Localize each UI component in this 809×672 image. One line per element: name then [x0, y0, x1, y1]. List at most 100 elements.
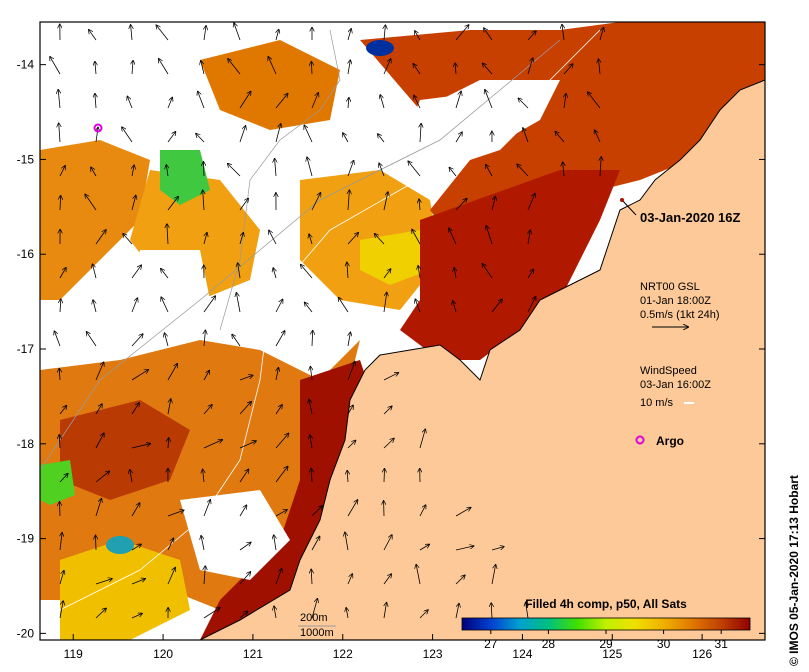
y-tick-label: -19: [17, 532, 35, 546]
wind-arrow: [600, 157, 601, 177]
wind-arrow: [131, 25, 132, 41]
wind-arrow: [96, 128, 98, 143]
wind-arrow: [378, 134, 385, 143]
wind-arrow: [384, 25, 385, 41]
wind-arrow: [275, 331, 285, 347]
wind-arrow: [159, 59, 169, 75]
cloud-gap-4: [40, 40, 200, 140]
wind-arrow: [564, 94, 566, 109]
wind-arrow: [228, 164, 241, 177]
wind-arrow: [449, 228, 457, 245]
wind-arrow: [491, 565, 496, 585]
wind-arrow: [268, 57, 277, 75]
wind-arrow: [239, 126, 246, 143]
argo-float-marker[interactable]: [93, 123, 103, 133]
wind-arrow: [60, 196, 61, 211]
wind-arrow: [168, 438, 169, 449]
wind-arrow: [304, 125, 313, 143]
wind-arrow: [59, 369, 60, 381]
wind-arrow: [161, 269, 169, 279]
cloud-gap-5: [180, 490, 290, 580]
x-tick-label: 119: [64, 647, 83, 661]
wind-arrow: [415, 299, 421, 313]
sst-patch-teal: [106, 536, 134, 554]
wind-arrow: [60, 502, 61, 517]
land-mass: [199, 22, 765, 640]
wind-arrow: [123, 234, 133, 245]
wind-arrow: [203, 500, 210, 517]
wind-arrow: [309, 399, 313, 415]
wind-arrow: [413, 64, 421, 75]
wind-arrow: [309, 234, 312, 245]
wind-arrow: [236, 293, 241, 313]
wind-arrow: [310, 435, 312, 449]
sst-patch-south-yellow: [60, 540, 190, 640]
wind-arrow: [384, 603, 387, 619]
wind-arrow: [563, 162, 564, 177]
wind-arrow: [167, 364, 177, 381]
wind-arrow: [276, 368, 278, 381]
y-tick-label: -20: [17, 626, 35, 640]
wind-arrow: [203, 371, 209, 381]
wind-arrow: [485, 90, 493, 109]
wind-arrow: [527, 269, 534, 279]
wind-legend-date: 03-Jan 16:00Z: [640, 379, 711, 391]
y-tick-label: -16: [17, 247, 35, 261]
colorbar: [461, 617, 751, 631]
wind-arrow: [95, 362, 104, 381]
wind-arrow: [131, 265, 141, 279]
wind-arrow: [348, 60, 350, 75]
wind-arrow: [384, 469, 385, 483]
contour-1000m: [59, 29, 601, 611]
wind-arrow: [59, 123, 60, 143]
sst-patch-northwest: [40, 140, 150, 300]
wind-arrow: [58, 90, 60, 109]
wind-arrow: [347, 263, 348, 279]
wind-arrow: [167, 197, 178, 211]
wind-arrow: [527, 194, 535, 211]
wind-arrow: [347, 405, 353, 415]
wind-arrow: [156, 25, 169, 41]
wind-arrow: [414, 96, 421, 109]
wind-arrow: [131, 196, 136, 211]
contour-1000m-label: 1000m: [300, 627, 334, 639]
wind-arrow: [95, 62, 96, 75]
wind-legend-scale: 10 m/s: [640, 397, 674, 409]
wind-arrow: [383, 373, 398, 381]
sst-patch-northeast: [360, 22, 765, 250]
wind-arrow: [562, 25, 564, 41]
wind-arrow: [239, 469, 249, 483]
wind-arrow: [239, 441, 256, 449]
wind-arrow: [301, 265, 313, 279]
wind-arrow: [563, 64, 573, 75]
wind-arrow: [131, 334, 143, 347]
wind-arrow: [345, 532, 349, 551]
wind-arrow: [234, 23, 241, 41]
wind-arrow: [348, 332, 350, 347]
wind-arrow: [167, 132, 176, 143]
cloud-gap-3: [130, 250, 210, 320]
wind-arrow: [311, 506, 322, 517]
wind-arrow: [167, 568, 175, 585]
wind-arrow: [347, 362, 355, 381]
wind-arrow: [383, 293, 387, 313]
wind-arrow: [380, 95, 385, 109]
timestamp-point: [620, 198, 624, 202]
wind-arrow: [275, 434, 289, 449]
wind-arrow: [486, 226, 493, 245]
wind-arrow: [198, 92, 205, 109]
wind-arrow: [311, 93, 318, 109]
wind-arrows: [50, 23, 604, 619]
wind-arrow: [166, 165, 168, 177]
wind-arrow: [527, 297, 536, 313]
wind-arrow: [347, 574, 352, 585]
wind-arrow: [93, 264, 97, 279]
timestamp-label: 03-Jan-2020 16Z: [640, 210, 741, 225]
sst-patch-north: [200, 40, 340, 130]
wind-arrow: [527, 31, 536, 41]
x-tick-label: 123: [423, 647, 443, 661]
wind-arrow: [275, 510, 287, 517]
colorbar-tick-label: 29: [599, 637, 613, 651]
wind-arrow: [232, 335, 241, 347]
wind-arrow: [383, 439, 394, 449]
